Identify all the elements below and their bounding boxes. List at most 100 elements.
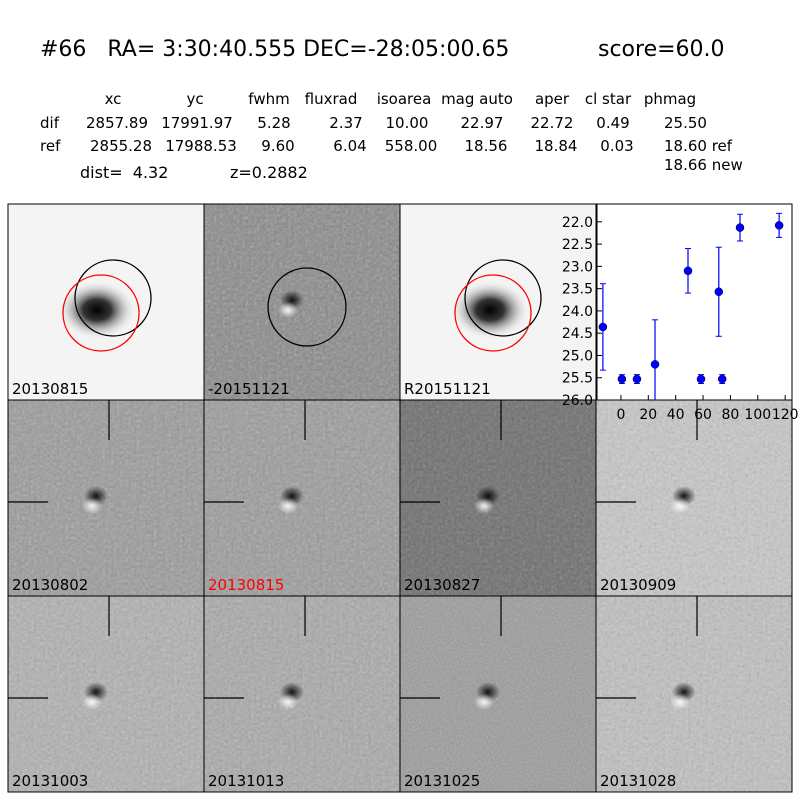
y-tick-label: 24.0 [562, 304, 593, 320]
cell: 5.28 [257, 114, 290, 132]
column-header: yc [186, 90, 203, 108]
score: score=60.0 [598, 37, 725, 62]
column-header: aper [535, 90, 570, 108]
data-point [714, 287, 724, 297]
column-header: mag auto [441, 90, 513, 108]
image-panel: 20131028 [595, 595, 793, 793]
light-spot [474, 498, 494, 514]
x-tick-label: 120 [772, 407, 799, 423]
y-tick-label: 24.5 [562, 326, 593, 342]
y-tick-label: 25.5 [562, 371, 593, 387]
panel-label: 20131013 [208, 772, 284, 790]
cell: 558.00 [385, 137, 438, 155]
data-point [650, 360, 660, 369]
y-tick-label: 23.0 [562, 259, 593, 275]
image-panel: 20130909 [595, 399, 793, 597]
aperture [74, 259, 152, 337]
x-tick-label: 20 [639, 407, 657, 423]
x-tick-label: 0 [616, 407, 625, 423]
cell: 18.60 ref [664, 137, 733, 155]
y-tick-label: 26.0 [562, 393, 593, 409]
x-tick-label: 100 [744, 407, 771, 423]
light-spot [278, 302, 298, 318]
column-header: isoarea [377, 90, 432, 108]
panel-label: 20130815 [208, 576, 284, 594]
cell: 0.49 [596, 114, 629, 132]
light-spot [474, 694, 494, 710]
series [598, 212, 784, 400]
light-spot [82, 498, 102, 514]
light-spot [670, 694, 690, 710]
column-header: phmag [644, 90, 696, 108]
column-header: cl star [585, 90, 632, 108]
cell: 9.60 [261, 137, 294, 155]
y-tick-label: 22.5 [562, 237, 593, 253]
x-tick-label: 80 [722, 407, 740, 423]
data-point [632, 374, 642, 384]
row-label: ref [40, 137, 61, 155]
data-point [617, 374, 627, 384]
x-tick-label: 60 [694, 407, 712, 423]
galaxy [57, 280, 137, 340]
light-spot [670, 498, 690, 514]
cell: 22.97 [461, 114, 504, 132]
y-tick-label: 25.0 [562, 348, 593, 364]
image-panel: 20131013 [203, 595, 401, 793]
title: #66 RA= 3:30:40.555 DEC=-28:05:00.65 [40, 37, 509, 62]
image-panel: 20130827 [399, 399, 597, 597]
row-label: dif [40, 114, 60, 132]
panel-frame [595, 595, 793, 793]
cell: 25.50 [664, 114, 707, 132]
panel-label: 20131028 [600, 772, 676, 790]
y-tick-label: 23.5 [562, 282, 593, 298]
panel-label: R20151121 [404, 380, 491, 398]
cell: 18.56 [465, 137, 508, 155]
aperture [267, 267, 347, 347]
image-panel: 20131003 [7, 595, 205, 793]
aperture-ref [454, 274, 532, 352]
cell: 2.37 [329, 114, 362, 132]
data-point [598, 322, 608, 332]
panel-label: 20130815 [12, 380, 88, 398]
redshift: z=0.2882 [230, 163, 308, 182]
light-spot [82, 694, 102, 710]
galaxy [450, 280, 530, 340]
image-panel: 20131025 [399, 595, 597, 793]
cell: 2857.89 [86, 114, 148, 132]
image-panel: 20130815 [203, 399, 401, 597]
cell: 18.84 [535, 137, 578, 155]
panel-label: -20151121 [208, 380, 290, 398]
plot-area [596, 203, 793, 401]
data-point [696, 374, 706, 384]
data-point [735, 223, 745, 232]
panel-label: 20130909 [600, 576, 676, 594]
cell: 22.72 [531, 114, 574, 132]
column-header: fluxrad [305, 90, 358, 108]
dist: dist= 4.32 [80, 163, 168, 182]
cell: 10.00 [386, 114, 429, 132]
column-header: fwhm [248, 90, 289, 108]
cell: 2855.28 [90, 137, 152, 155]
image-panel: R20151121 [399, 203, 597, 401]
image-panel: 20130815 [7, 203, 205, 401]
cell: 6.04 [333, 137, 366, 155]
panel-label: 20131025 [404, 772, 480, 790]
panel-label: 20131003 [12, 772, 88, 790]
data-point [774, 221, 784, 230]
image-panel: -20151121 [203, 203, 401, 401]
panel-label: 20130802 [12, 576, 88, 594]
cell: 17988.53 [165, 137, 237, 155]
cell: 17991.97 [161, 114, 233, 132]
column-header: xc [105, 90, 122, 108]
light-spot [278, 694, 298, 710]
x-tick-label: 40 [667, 407, 685, 423]
phmag-new: 18.66 new [664, 156, 743, 174]
image-panel: 20130802 [7, 399, 205, 597]
y-tick-label: 22.0 [562, 215, 593, 231]
data-point [683, 266, 693, 276]
panel-label: 20130827 [404, 576, 480, 594]
light-spot [278, 498, 298, 514]
aperture-ref [62, 274, 140, 352]
cell: 0.03 [600, 137, 633, 155]
